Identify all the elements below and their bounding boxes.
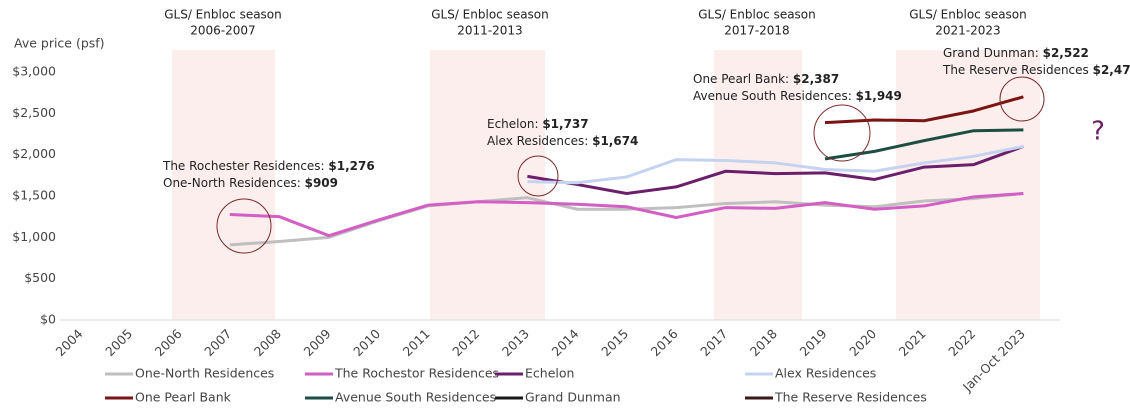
legend-label: Grand Dunman (525, 390, 621, 405)
series-line (824, 95, 1024, 125)
legend-label: The Rochestor Residences (334, 366, 499, 381)
y-tick-label: $3,000 (12, 64, 56, 79)
callout: The Reserve Residences $2,470 (942, 63, 1130, 77)
callout-name: Grand Dunman: (943, 46, 1043, 60)
legend-label: Echelon (525, 366, 574, 381)
x-tick-label: 2022 (945, 326, 978, 359)
x-tick-label: 2019 (796, 326, 829, 359)
highlight-circle (216, 198, 272, 254)
x-tick-label: 2015 (598, 326, 631, 359)
callout-name: The Reserve Residences (942, 63, 1093, 77)
callout-value: $2,387 (793, 72, 839, 86)
callout-value: $1,276 (328, 159, 374, 173)
legend-label: Alex Residences (775, 366, 876, 381)
callout-value: $2,470 (1093, 63, 1130, 77)
highlight-circle (517, 155, 559, 197)
highlight-circle (999, 76, 1045, 122)
season-period: 2021-2023 (935, 24, 1000, 38)
x-tick-label: 2012 (449, 326, 482, 359)
callout-value: $2,522 (1043, 46, 1089, 60)
season-title: GLS/ Enbloc season (431, 8, 549, 22)
legend-label: Avenue South Residences (335, 390, 496, 405)
callout: Alex Residences: $1,674 (487, 134, 638, 148)
season-title: GLS/ Enbloc season (164, 8, 282, 22)
series-line (824, 128, 1024, 161)
season-period: 2006-2007 (190, 24, 255, 38)
x-tick-label: 2017 (697, 326, 730, 359)
x-tick-label: 2016 (648, 326, 681, 359)
x-tick-label: 2009 (300, 326, 333, 359)
callout: Grand Dunman: $2,522 (943, 46, 1089, 60)
series-line (229, 192, 1024, 238)
x-tick-label: 2021 (896, 326, 929, 359)
callout-name: The Rochester Residences: (162, 159, 328, 173)
x-tick-label: 2006 (152, 326, 185, 359)
y-tick-label: $2,000 (12, 146, 56, 161)
callout-value: $1,674 (592, 134, 638, 148)
season-band (896, 50, 1040, 320)
callout-name: One-North Residences: (163, 176, 305, 190)
note: ? (1091, 117, 1105, 147)
callout-name: One Pearl Bank: (693, 72, 793, 86)
callout-value: $909 (305, 176, 338, 190)
x-tick-label: 2014 (548, 326, 581, 359)
legend-label: One-North Residences (135, 366, 274, 381)
series-line (527, 144, 1024, 196)
x-tick-label: 2005 (102, 326, 135, 359)
y-tick-label: $0 (40, 312, 56, 327)
callout: One-North Residences: $909 (163, 176, 338, 190)
series-line (527, 144, 1024, 185)
season-period: 2017-2018 (724, 24, 789, 38)
y-tick-label: $1,000 (12, 229, 56, 244)
season-period: 2011-2013 (457, 24, 522, 38)
legend-label: The Reserve Residences (774, 390, 927, 405)
season-band (714, 50, 802, 320)
x-tick-label: 2008 (251, 326, 284, 359)
x-tick-label: 2004 (52, 326, 85, 359)
season-title: GLS/ Enbloc season (698, 8, 816, 22)
highlight-circle (813, 104, 871, 162)
y-tick-label: $500 (24, 270, 56, 285)
callout: Avenue South Residences: $1,949 (693, 89, 902, 103)
x-tick-label: 2020 (846, 326, 879, 359)
callout: The Rochester Residences: $1,276 (162, 159, 375, 173)
y-tick-label: $1,500 (12, 188, 56, 203)
callout-name: Alex Residences: (487, 134, 592, 148)
x-tick-label: 2018 (747, 326, 780, 359)
season-band (172, 50, 275, 320)
callout: One Pearl Bank: $2,387 (693, 72, 839, 86)
callout-name: Avenue South Residences: (693, 89, 856, 103)
y-tick-label: $2,500 (12, 105, 56, 120)
season-title: GLS/ Enbloc season (909, 8, 1027, 22)
legend-label: One Pearl Bank (135, 390, 232, 405)
callout: Echelon: $1,737 (487, 117, 589, 131)
x-tick-label: 2007 (201, 326, 234, 359)
x-tick-label: 2013 (499, 326, 532, 359)
callout-value: $1,949 (856, 89, 902, 103)
x-tick-label: 2010 (350, 326, 383, 359)
callout-value: $1,737 (542, 117, 588, 131)
y-axis-label: Ave price (psf) (14, 36, 105, 51)
x-tick-label: 2011 (400, 326, 433, 359)
callout-name: Echelon: (487, 117, 542, 131)
season-band (430, 50, 545, 320)
